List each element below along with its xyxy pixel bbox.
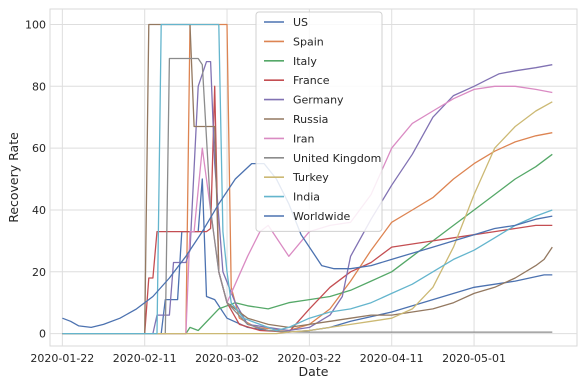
- x-tick-label: 2020-01-22: [30, 352, 94, 365]
- legend-label: Italy: [293, 55, 317, 68]
- y-tick-label: 20: [32, 266, 46, 279]
- y-tick-label: 0: [39, 328, 46, 341]
- legend-label: Russia: [293, 113, 328, 126]
- legend-label: France: [293, 74, 330, 87]
- series-line-turkey: [62, 101, 553, 335]
- legend-label: Spain: [293, 35, 324, 48]
- y-tick-label: 60: [32, 142, 46, 155]
- legend-label: India: [293, 191, 320, 204]
- y-tick-label: 80: [32, 80, 46, 93]
- y-axis-title: Recovery Rate: [6, 132, 21, 223]
- x-tick-label: 2020-03-22: [277, 352, 341, 365]
- x-tick-label: 2020-03-02: [195, 352, 259, 365]
- legend: US Spain Italy France Germany Russia Iran Unite…: [255, 11, 383, 232]
- legend-box: [255, 11, 383, 232]
- legend-label: US: [293, 16, 308, 29]
- series-line-spain: [62, 23, 553, 335]
- y-tick-label: 100: [25, 18, 46, 31]
- series-line-us: [62, 178, 553, 335]
- series-line-italy: [62, 153, 553, 335]
- x-axis-ticks: 2020-01-22 2020-02-11 2020-03-02 2020-03-22…: [30, 352, 506, 365]
- legend-label: United Kingdom: [293, 152, 381, 165]
- legend-label: Germany: [293, 94, 344, 107]
- series-line-russia: [62, 23, 553, 335]
- series-line-india: [62, 23, 553, 335]
- legend-label: Turkey: [292, 171, 329, 184]
- y-tick-label: 40: [32, 204, 46, 217]
- x-tick-label: 2020-02-11: [113, 352, 177, 365]
- legend-label: Iran: [293, 132, 315, 145]
- series-line-united-kingdom: [62, 57, 553, 335]
- series-line-germany: [62, 60, 553, 335]
- x-axis-title: Date: [299, 364, 329, 379]
- legend-label: Worldwide: [293, 210, 351, 223]
- x-tick-label: 2020-04-11: [360, 352, 424, 365]
- x-tick-label: 2020-05-01: [442, 352, 506, 365]
- y-axis-ticks: 0 20 40 60 80 100: [25, 18, 46, 340]
